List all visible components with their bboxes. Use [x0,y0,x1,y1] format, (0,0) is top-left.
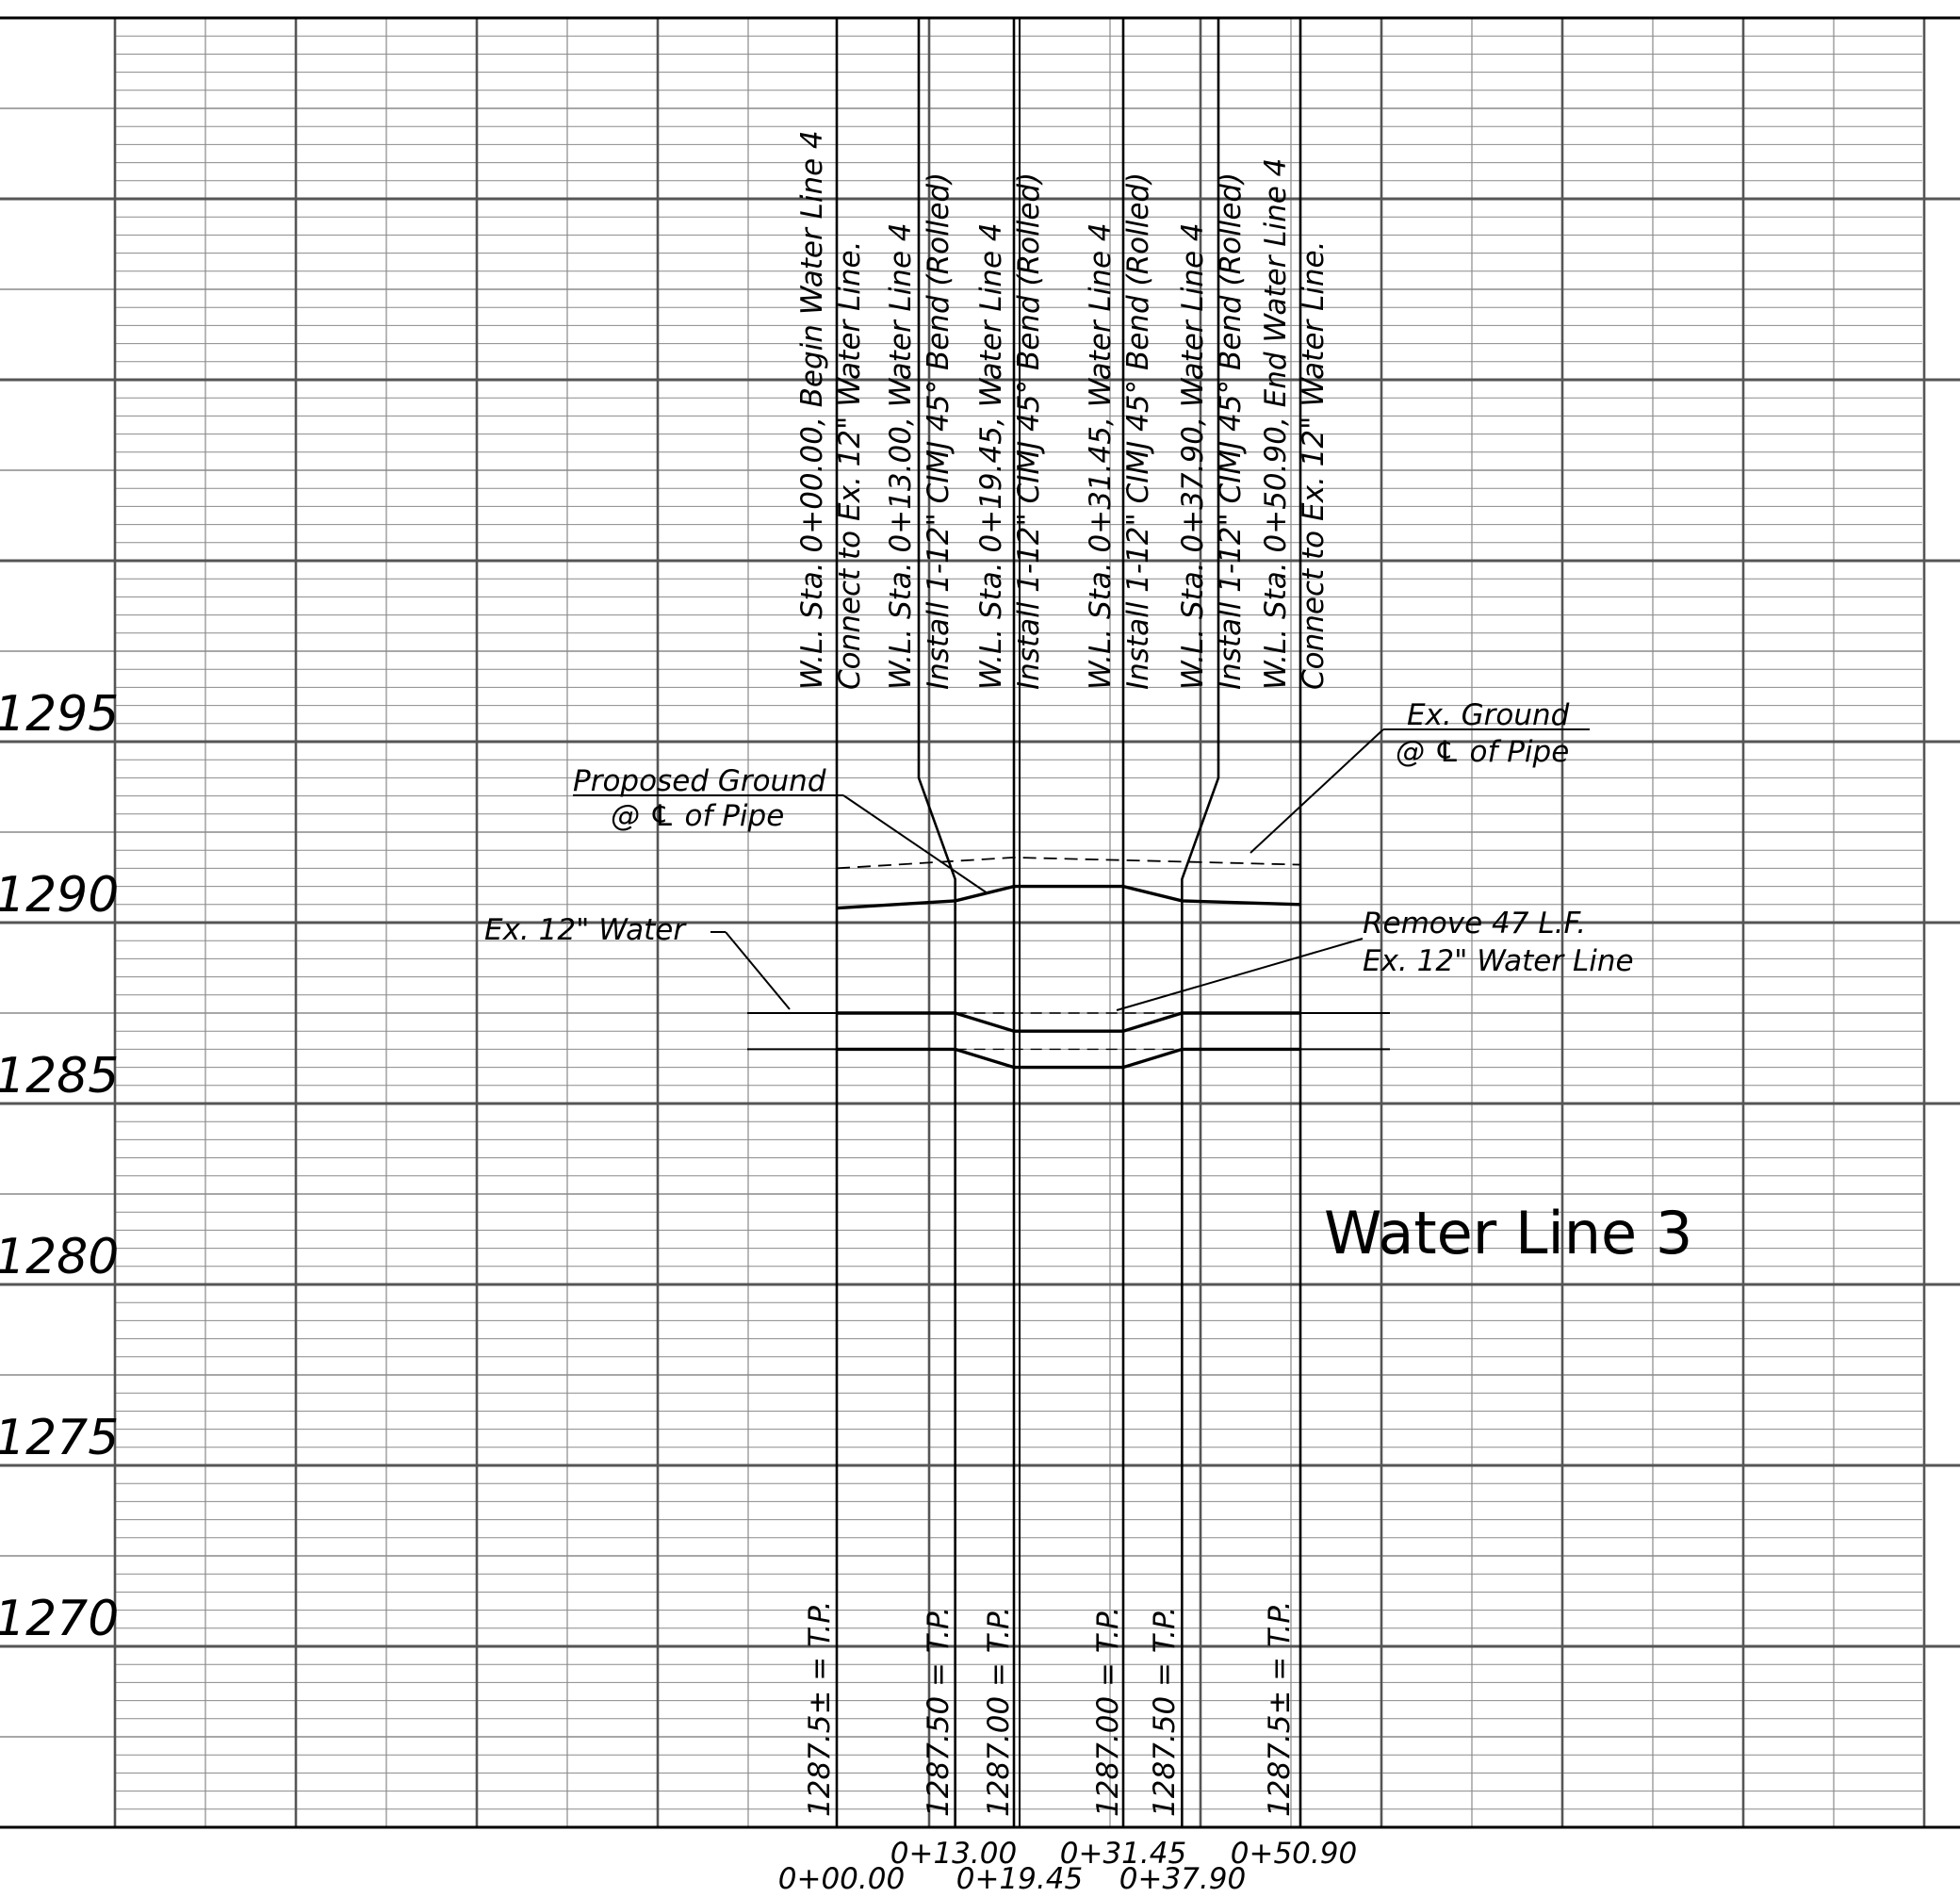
elevation-label: 1270 [0,1591,119,1647]
existing-ground-label: Ex. Ground [1407,698,1570,732]
existing-ground-leader [1250,728,1384,854]
grid-frame [0,16,1960,1829]
callout-station-text: W.L. Sta. 0+00.00, Begin Water Line 4 [795,130,829,690]
proposed-pipe-top [837,1011,1300,1033]
proposed-ground-sublabel: @ ℄ of Pipe [611,799,784,833]
profile-lines [747,856,1390,1070]
proposed-pipe-bottom [837,1047,1300,1070]
station-leader-0+37.90 [1181,18,1220,1827]
existing-water-label: Ex. 12" Water [484,913,687,947]
station-axis-label: 0+19.45 [956,1862,1083,1892]
existing-ground-sublabel: @ ℄ of Pipe [1396,735,1569,769]
elevation-label: 1285 [0,1048,119,1104]
top-of-pipe-label: 1287.00 = T.P. [982,1607,1016,1817]
callout-description-text: Connect to Ex. 12" Water Line. [833,241,867,690]
callout-description-text: Connect to Ex. 12" Water Line. [1297,241,1331,690]
drawing-labels: 1295 1290 1285 1280 1275 1270 W.L. Sta. 0+00.0… [0,130,1692,1896]
top-of-pipe-label: 1287.5± = T.P. [803,1600,837,1817]
station-axis-label: 0+13.00 [890,1837,1017,1871]
callout-station-text: W.L. Sta. 0+37.90, Water Line 4 [1176,222,1210,690]
callout-station-text: W.L. Sta. 0+13.00, Water Line 4 [884,222,918,690]
station-leader-0+13.00 [917,18,956,1827]
top-of-pipe-label: 1287.50 = T.P. [1148,1607,1182,1817]
proposed-ground-leader [842,794,988,894]
callout-description-text: Install 1-12" CIMJ 45° Bend (Rolled) [922,172,956,690]
top-of-pipe-label: 1287.00 = T.P. [1091,1607,1125,1817]
callout-description-text: Install 1-12" CIMJ 45° Bend (Rolled) [1214,172,1248,690]
callout-leader-lines [573,18,1590,1827]
remove-sublabel: Ex. 12" Water Line [1363,944,1634,978]
remove-label: Remove 47 L.F. [1363,907,1586,940]
elevation-label: 1280 [0,1229,119,1285]
elevation-label: 1290 [0,867,119,924]
drawing-title: Water Line 3 [1324,1199,1692,1267]
remove-leader [1116,938,1364,1011]
top-of-pipe-label: 1287.50 = T.P. [922,1607,956,1817]
callout-station-text: W.L. Sta. 0+19.45, Water Line 4 [974,222,1008,690]
callout-station-text: W.L. Sta. 0+50.90, End Water Line 4 [1259,158,1293,690]
top-of-pipe-label: 1287.5± = T.P. [1263,1600,1297,1817]
station-axis-label: 0+50.90 [1231,1837,1357,1871]
station-axis-label: 0+00.00 [778,1862,905,1892]
station-axis-label: 0+37.90 [1119,1862,1246,1892]
elevation-label: 1295 [0,686,119,743]
callout-description-text: Install 1-12" CIMJ 45° Bend (Rolled) [1012,172,1046,690]
callout-description-text: Install 1-12" CIMJ 45° Bend (Rolled) [1121,172,1155,690]
station-axis-label: 0+31.45 [1060,1837,1186,1871]
proposed-ground-label: Proposed Ground [573,764,826,798]
callout-station-text: W.L. Sta. 0+31.45, Water Line 4 [1084,222,1118,690]
elevation-label: 1275 [0,1410,119,1466]
proposed-ground-profile [836,884,1301,910]
grid-minor-lines [0,18,1922,1827]
existing-water-leader [725,931,791,1010]
